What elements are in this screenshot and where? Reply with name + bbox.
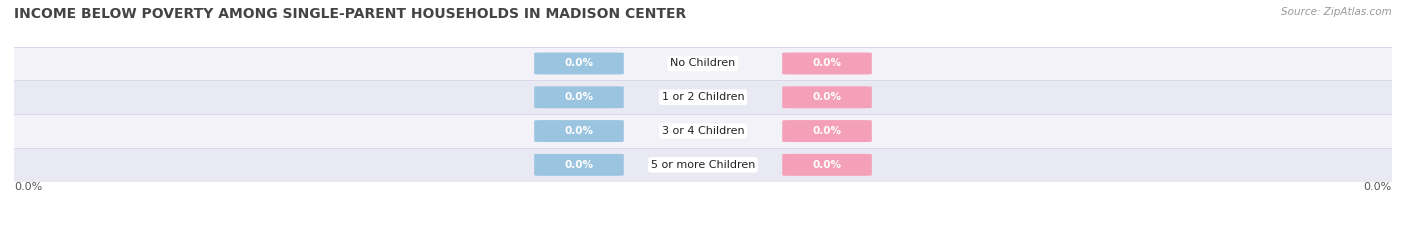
Bar [14,148,1392,182]
FancyBboxPatch shape [534,120,624,142]
FancyBboxPatch shape [782,86,872,108]
Text: 5 or more Children: 5 or more Children [651,160,755,170]
FancyBboxPatch shape [534,86,624,108]
Text: 1 or 2 Children: 1 or 2 Children [662,92,744,102]
Bar [14,80,1392,114]
Text: INCOME BELOW POVERTY AMONG SINGLE-PARENT HOUSEHOLDS IN MADISON CENTER: INCOME BELOW POVERTY AMONG SINGLE-PARENT… [14,7,686,21]
Text: 3 or 4 Children: 3 or 4 Children [662,126,744,136]
Text: 0.0%: 0.0% [14,182,42,192]
FancyBboxPatch shape [782,154,872,176]
Text: 0.0%: 0.0% [564,160,593,170]
Text: 0.0%: 0.0% [813,58,842,69]
Text: 0.0%: 0.0% [564,92,593,102]
FancyBboxPatch shape [534,52,624,75]
FancyBboxPatch shape [782,120,872,142]
FancyBboxPatch shape [534,154,624,176]
Bar [14,114,1392,148]
Text: 0.0%: 0.0% [813,126,842,136]
Text: 0.0%: 0.0% [813,160,842,170]
Text: No Children: No Children [671,58,735,69]
Bar [14,47,1392,80]
Text: 0.0%: 0.0% [564,58,593,69]
Text: 0.0%: 0.0% [1364,182,1392,192]
Text: Source: ZipAtlas.com: Source: ZipAtlas.com [1281,7,1392,17]
FancyBboxPatch shape [782,52,872,75]
Text: 0.0%: 0.0% [564,126,593,136]
Text: 0.0%: 0.0% [813,92,842,102]
